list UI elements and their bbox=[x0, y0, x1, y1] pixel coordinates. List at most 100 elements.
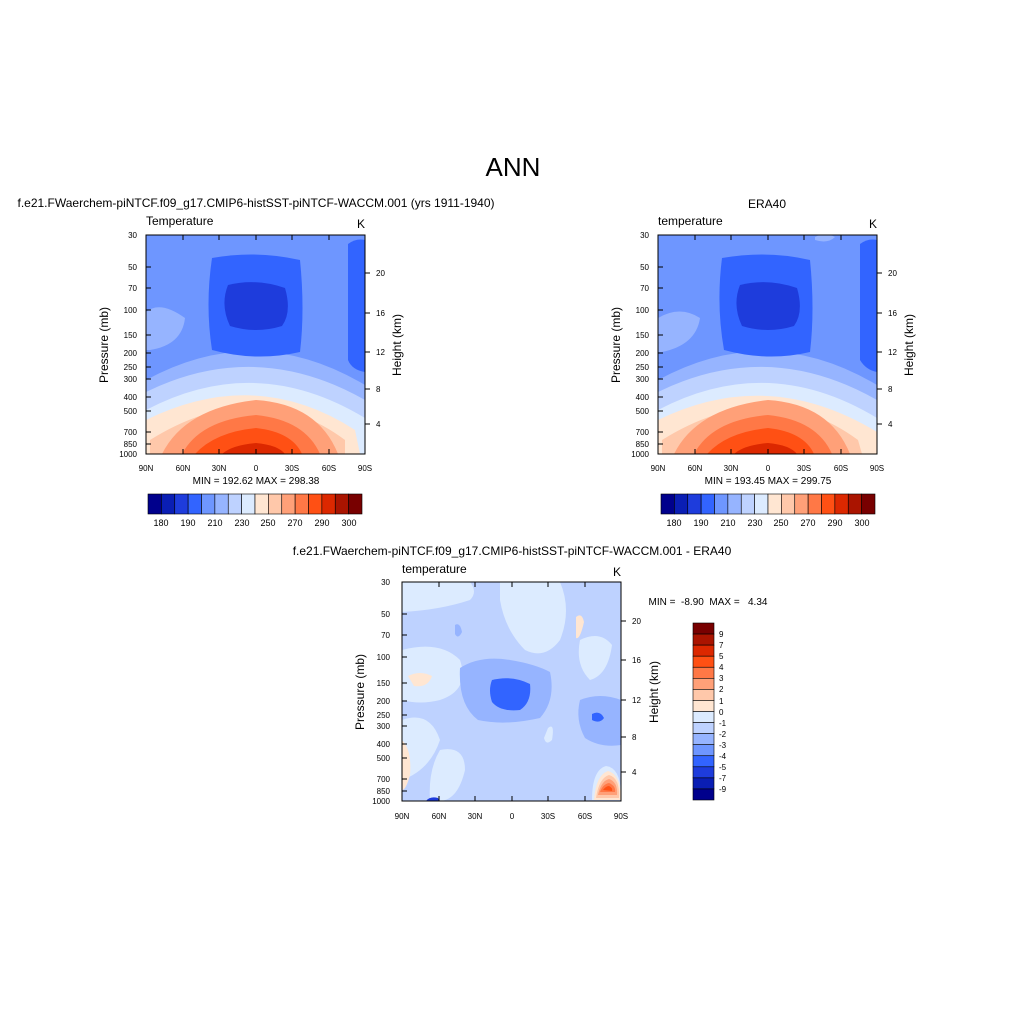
colorbar-label: 270 bbox=[287, 518, 302, 528]
colorbar-boxes bbox=[692, 622, 715, 801]
colorbar-label: 3 bbox=[719, 674, 724, 683]
variable-label: temperature bbox=[402, 562, 467, 576]
y-tick-label: 1000 bbox=[372, 797, 390, 806]
x-tick-labels: 90N 60N 30N 0 30S 60S 90S bbox=[651, 464, 884, 473]
x-tick-label: 60S bbox=[322, 464, 336, 473]
y-axis-ticks bbox=[658, 234, 663, 455]
y-axis-label: Pressure (mb) bbox=[353, 654, 367, 730]
x-tick-label: 90N bbox=[651, 464, 666, 473]
y-tick-label: 150 bbox=[636, 331, 650, 340]
y-tick-label: 700 bbox=[377, 775, 391, 784]
colorbar-label: 210 bbox=[207, 518, 222, 528]
y2-tick-label: 20 bbox=[888, 269, 897, 278]
colorbar-label: 180 bbox=[666, 518, 681, 528]
x-axis-ticks bbox=[401, 582, 622, 801]
colorbar-box bbox=[334, 493, 349, 515]
colorbar-model: 180 190 210 230 250 270 290 300 bbox=[147, 493, 363, 528]
colorbar-box bbox=[692, 777, 715, 790]
colorbar-label: 190 bbox=[180, 518, 195, 528]
x-tick-label: 90N bbox=[139, 464, 154, 473]
x-tick-label: 60S bbox=[834, 464, 848, 473]
colorbar-box bbox=[308, 493, 323, 515]
x-tick-label: 0 bbox=[254, 464, 259, 473]
colorbar-box bbox=[692, 755, 715, 768]
y-tick-label: 400 bbox=[377, 740, 391, 749]
y-tick-label: 100 bbox=[636, 306, 650, 315]
y2-tick-label: 12 bbox=[376, 348, 385, 357]
colorbar-diff: 9 7 5 4 3 2 1 0 -1 -2 -3 -4 -5 -7 -9 bbox=[692, 622, 727, 801]
y-tick-label: 500 bbox=[124, 407, 138, 416]
colorbar-label: 300 bbox=[341, 518, 356, 528]
x-tick-label: 30N bbox=[212, 464, 227, 473]
panel-model: f.e21.FWaerchem-piNTCF.f09_g17.CMIP6-his… bbox=[17, 196, 494, 528]
colorbar-labels: 180 190 210 230 250 270 290 300 bbox=[153, 518, 356, 528]
y-tick-label: 300 bbox=[636, 375, 650, 384]
x-tick-label: 30N bbox=[724, 464, 739, 473]
colorbar-box bbox=[147, 493, 162, 515]
y-axis-label: Pressure (mb) bbox=[609, 307, 623, 383]
y2-tick-label: 4 bbox=[888, 420, 893, 429]
variable-label: temperature bbox=[658, 214, 723, 228]
colorbar-box bbox=[781, 493, 796, 515]
colorbar-box bbox=[692, 733, 715, 745]
y2-tick-label: 12 bbox=[888, 348, 897, 357]
y-tick-label: 150 bbox=[124, 331, 138, 340]
y-tick-label: 300 bbox=[124, 375, 138, 384]
colorbar-box bbox=[692, 678, 715, 690]
x-axis-ticks bbox=[657, 235, 878, 454]
colorbar-label: 2 bbox=[719, 685, 724, 694]
panel-title: f.e21.FWaerchem-piNTCF.f09_g17.CMIP6-his… bbox=[17, 196, 494, 210]
x-tick-labels: 90N 60N 30N 0 30S 60S 90S bbox=[139, 464, 372, 473]
y-tick-label: 850 bbox=[124, 440, 138, 449]
x-tick-label: 60N bbox=[176, 464, 191, 473]
x-tick-label: 60N bbox=[688, 464, 703, 473]
x-axis-ticks bbox=[145, 235, 366, 454]
y-tick-label: 1000 bbox=[119, 450, 137, 459]
colorbar-label: 250 bbox=[773, 518, 788, 528]
y-tick-label: 150 bbox=[377, 679, 391, 688]
colorbar-obs: 180 190 210 230 250 270 290 300 bbox=[660, 493, 876, 528]
stats-text: MIN = 193.45 MAX = 299.75 bbox=[705, 476, 832, 487]
x-tick-label: 90S bbox=[614, 812, 628, 821]
y2-tick-label: 4 bbox=[632, 768, 637, 777]
colorbar-box bbox=[754, 493, 769, 515]
stats-text: MIN = 192.62 MAX = 298.38 bbox=[193, 476, 320, 487]
colorbar-label: 180 bbox=[153, 518, 168, 528]
colorbar-label: 290 bbox=[827, 518, 842, 528]
colorbar-label: 190 bbox=[693, 518, 708, 528]
y2-tick-label: 20 bbox=[632, 617, 641, 626]
y2-tick-label: 8 bbox=[376, 385, 381, 394]
x-tick-label: 90S bbox=[870, 464, 884, 473]
colorbar-box bbox=[687, 493, 702, 515]
y-tick-label: 400 bbox=[124, 393, 138, 402]
panel-title: ERA40 bbox=[748, 197, 786, 211]
colorbar-box bbox=[174, 493, 189, 515]
y-tick-label: 200 bbox=[124, 349, 138, 358]
colorbar-box bbox=[692, 700, 715, 712]
y-tick-label: 250 bbox=[124, 363, 138, 372]
x-tick-labels: 90N 60N 30N 0 30S 60S 90S bbox=[395, 812, 628, 821]
colorbar-box bbox=[692, 633, 715, 646]
colorbar-box bbox=[767, 493, 782, 515]
x-tick-label: 30N bbox=[468, 812, 483, 821]
x-tick-label: 60S bbox=[578, 812, 592, 821]
colorbar-box bbox=[807, 493, 822, 515]
panel-obs: ERA40 temperature K bbox=[609, 197, 916, 528]
colorbar-box bbox=[740, 493, 755, 515]
colorbar-label: 270 bbox=[800, 518, 815, 528]
y-tick-label: 850 bbox=[377, 787, 391, 796]
colorbar-box bbox=[241, 493, 256, 515]
colorbar-label: 9 bbox=[719, 630, 724, 639]
x-tick-label: 30S bbox=[541, 812, 555, 821]
colorbar-box bbox=[254, 493, 269, 515]
y-tick-labels: 30 50 70 100 150 200 250 300 400 500 700… bbox=[119, 231, 137, 459]
y-tick-labels: 30 50 70 100 150 200 250 300 400 500 700… bbox=[372, 578, 390, 806]
x-tick-label: 60N bbox=[432, 812, 447, 821]
y-tick-label: 30 bbox=[640, 231, 649, 240]
contour-field bbox=[658, 235, 877, 454]
y-tick-label: 70 bbox=[128, 284, 137, 293]
y-tick-label: 50 bbox=[381, 610, 390, 619]
y2-tick-label: 12 bbox=[632, 696, 641, 705]
y-tick-label: 70 bbox=[381, 631, 390, 640]
colorbar-box bbox=[348, 493, 363, 515]
